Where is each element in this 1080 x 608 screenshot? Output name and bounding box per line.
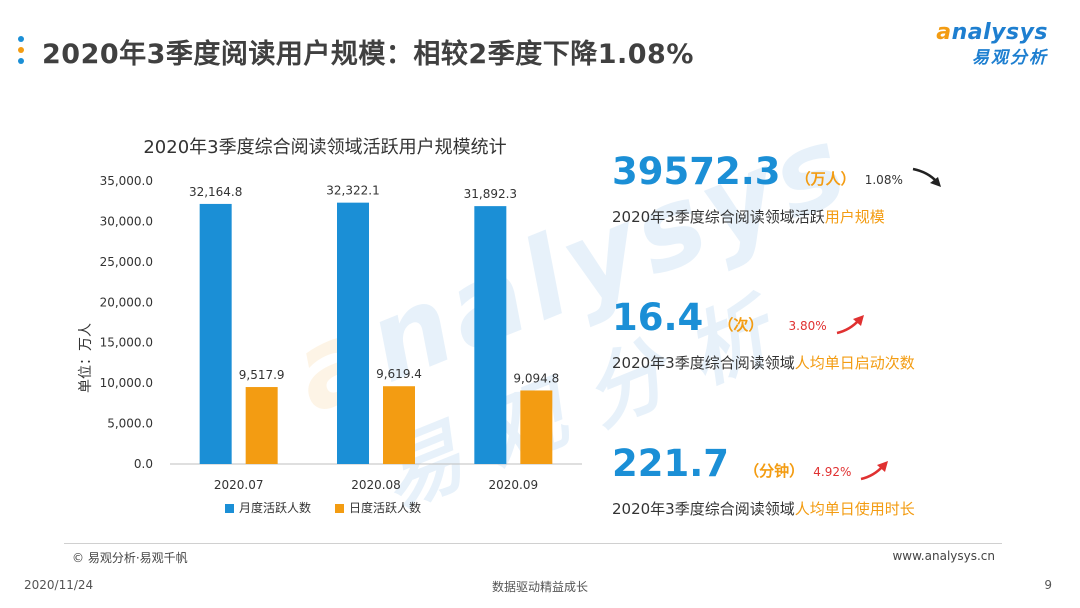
bar (245, 387, 278, 464)
x-axis-ticks: 2020.07 2020.08 2020.09 (214, 478, 538, 492)
y-tick-label: 35,000.0 (100, 174, 153, 188)
analysys-logo: analysys 易观分析 (936, 20, 1048, 68)
kpi-value: 221.7 (612, 442, 730, 485)
kpi-unit: （分钟） (744, 462, 805, 480)
report-date: 2020/11/24 (24, 578, 94, 592)
bars: 32,164.8 9,517.9 32,322.1 9,619.4 31,892.3 9,… (189, 184, 559, 464)
bar (337, 202, 369, 464)
data-label: 9,517.9 (239, 368, 285, 382)
website-link[interactable]: www.analysys.cn (892, 549, 995, 563)
legend-swatch (335, 504, 344, 513)
bar-chart: 2020年3季度综合阅读领域活跃用户规模统计 单位：万人 0.0 5,000.0 1… (78, 137, 582, 515)
y-axis-label: 单位：万人 (78, 323, 94, 393)
y-tick-label: 30,000.0 (100, 214, 153, 228)
y-tick-label: 5,000.0 (107, 417, 153, 431)
kpi-user-scale: 39572.3 （万人） 1.08% 2020年3季度综合阅读领域活跃用户规模 (612, 150, 944, 227)
chart-title: 2020年3季度综合阅读领域活跃用户规模统计 (143, 137, 506, 158)
slogan: 数据驱动精益成长 (491, 580, 588, 594)
trend-up-arrow-icon (834, 312, 868, 340)
title-dot (18, 36, 24, 42)
bar (383, 386, 415, 464)
x-tick-label: 2020.09 (489, 478, 539, 492)
kpi-description: 2020年3季度综合阅读领域人均单日使用时长 (612, 500, 915, 518)
kpi-description: 2020年3季度综合阅读领域人均单日启动次数 (612, 354, 915, 372)
kpi-description: 2020年3季度综合阅读领域活跃用户规模 (612, 208, 885, 226)
trend-down-arrow-icon (910, 166, 944, 194)
copyright: © 易观分析·易观千帆 (72, 551, 188, 565)
bar (199, 203, 232, 464)
kpi-change: 4.92% (813, 465, 852, 479)
data-label: 32,322.1 (326, 184, 379, 198)
y-axis-ticks: 0.0 5,000.0 10,000.0 15,000.0 20,000.0 25,000… (100, 174, 153, 471)
data-label: 9,619.4 (376, 367, 422, 381)
y-tick-label: 15,000.0 (100, 336, 153, 350)
bar (520, 390, 553, 464)
bar (474, 206, 507, 464)
legend-swatch (225, 504, 234, 513)
y-tick-label: 0.0 (134, 457, 153, 471)
title-dots (18, 36, 26, 69)
kpi-change: 1.08% (864, 173, 903, 187)
page-number: 9 (1044, 578, 1052, 592)
page-title: 2020年3季度阅读用户规模：相较2季度下降1.08% (42, 39, 694, 70)
legend-label: 日度活跃人数 (349, 500, 421, 515)
kpi-daily-duration: 221.7 （分钟） 4.92% 2020年3季度综合阅读领域人均单日使用时长 (612, 442, 915, 519)
title-dot (18, 58, 24, 64)
kpi-change: 3.80% (788, 319, 827, 333)
kpi-daily-launches: 16.4 （次） 3.80% 2020年3季度综合阅读领域人均单日启动次数 (612, 296, 915, 373)
y-tick-label: 10,000.0 (100, 376, 153, 390)
data-label: 32,164.8 (189, 185, 242, 199)
footer-divider (64, 543, 1002, 544)
kpi-unit: （万人） (795, 170, 856, 188)
y-tick-label: 20,000.0 (100, 295, 153, 309)
data-label: 31,892.3 (464, 187, 517, 201)
kpi-value: 16.4 (612, 296, 704, 339)
x-tick-label: 2020.07 (214, 478, 264, 492)
data-label: 9,094.8 (513, 371, 559, 385)
y-tick-label: 25,000.0 (100, 255, 153, 269)
legend-label: 月度活跃人数 (239, 500, 311, 515)
title-dot (18, 47, 24, 53)
trend-up-arrow-icon (858, 458, 892, 486)
logo-en: analysys (936, 20, 1048, 45)
kpi-value: 39572.3 (612, 150, 781, 193)
kpi-unit: （次） (718, 316, 764, 334)
logo-cn: 易观分析 (972, 48, 1048, 68)
chart-legend: 月度活跃人数 日度活跃人数 (225, 500, 421, 515)
x-tick-label: 2020.08 (351, 478, 401, 492)
